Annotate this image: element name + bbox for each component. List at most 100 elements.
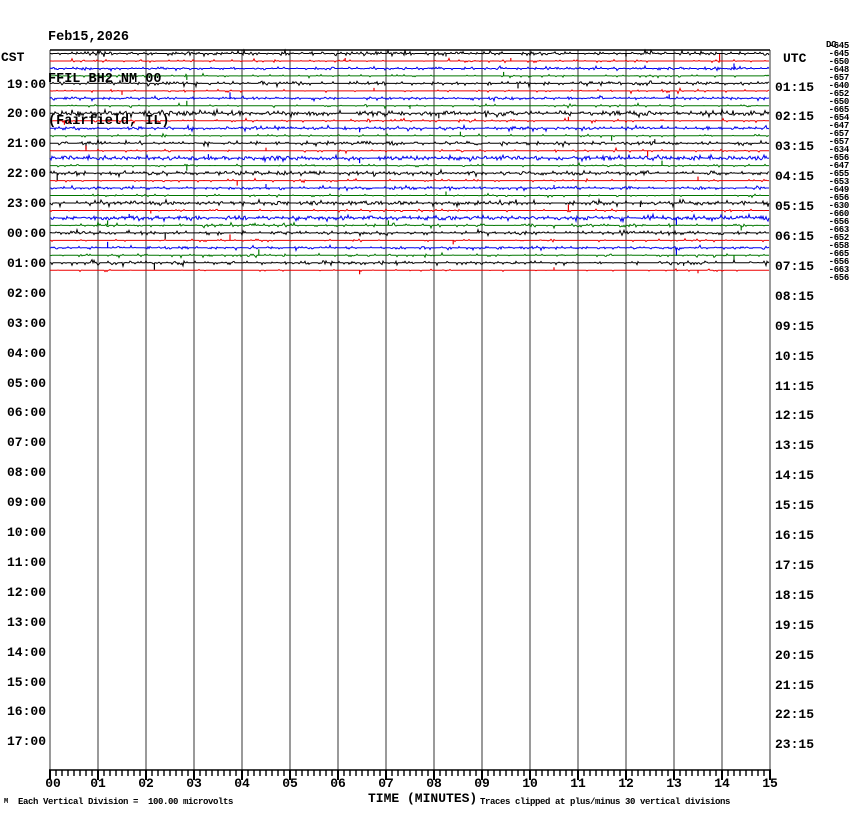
- seismo-trace-2215-red: [49, 177, 769, 184]
- left-time-label: 03:00: [6, 315, 46, 331]
- left-time-label: 22:00: [6, 166, 46, 182]
- left-time-label: 01:00: [6, 255, 46, 271]
- dc-offset-value: -652: [828, 233, 850, 243]
- seismo-trace-2245-green: [49, 192, 769, 199]
- dc-offset-value: -649: [828, 185, 850, 195]
- left-time-label: 10:00: [6, 525, 46, 540]
- dc-offset-value: -657: [828, 129, 850, 139]
- left-time-label: 05:00: [6, 375, 46, 391]
- seismo-trace-1815-red: [49, 57, 769, 64]
- x-axis-tick-label: 09: [474, 776, 490, 791]
- right-time-label: 18:15: [775, 587, 815, 603]
- dc-offset-value: -656: [828, 217, 850, 227]
- right-time-label: 08:15: [775, 288, 815, 304]
- left-time-label: 21:00: [6, 136, 46, 152]
- left-axis-label: CST: [1, 50, 25, 65]
- dc-offset-value: -650: [828, 57, 850, 67]
- dc-offset-value: -648: [828, 65, 850, 75]
- dc-offset-value: -634: [828, 145, 850, 155]
- left-time-label: 09:00: [6, 495, 46, 511]
- right-time-label: 23:15: [775, 737, 815, 753]
- right-time-label: 06:15: [775, 229, 815, 244]
- seismo-trace-2300-black: [49, 197, 770, 209]
- left-time-label: 14:00: [6, 644, 46, 660]
- seismo-trace-2330-blue: [49, 212, 770, 224]
- x-axis-tick-label: 03: [186, 776, 202, 791]
- left-time-label: 08:00: [6, 465, 46, 481]
- vertical-division-note: Each Vertical Division = 100.00 microvol…: [18, 797, 234, 807]
- seismo-trace-2115-red: [49, 146, 769, 155]
- dc-offset-value: -658: [828, 241, 850, 251]
- right-time-label: 17:15: [775, 557, 815, 573]
- seismo-trace-0045-green: [49, 251, 769, 259]
- dc-offset-value: -653: [828, 177, 850, 187]
- right-axis-label: UTC: [783, 51, 807, 66]
- x-axis-tick-label: 01: [90, 776, 106, 791]
- dc-offset-value: -656: [828, 193, 850, 203]
- dc-offset-value: -657: [828, 137, 850, 147]
- x-axis-tick-label: 07: [378, 776, 394, 791]
- right-time-label: 13:15: [775, 438, 815, 454]
- left-time-label: 02:00: [6, 285, 46, 301]
- header-station-location: (Fairfield, IL): [48, 114, 170, 129]
- dc-offset-value: -647: [828, 121, 850, 131]
- seismo-trace-2030-blue: [49, 123, 770, 133]
- header-station-code: FFIL BH2 NM 00: [48, 72, 162, 87]
- left-time-label: 20:00: [6, 106, 46, 122]
- dc-offset-value: -663: [828, 265, 850, 275]
- left-time-label: 13:00: [6, 614, 46, 630]
- x-axis-tick-label: 05: [282, 776, 298, 791]
- seismo-trace-2315-red: [49, 208, 769, 213]
- right-time-label: 22:15: [775, 707, 815, 723]
- clipping-note: Traces clipped at plus/minus 30 vertical…: [480, 797, 731, 807]
- seismo-trace-1900-black: [50, 79, 770, 89]
- left-time-label: 19:00: [6, 76, 46, 92]
- left-time-label: 04:00: [6, 345, 46, 361]
- left-time-label: 17:00: [6, 734, 46, 750]
- right-time-label: 21:15: [775, 677, 815, 693]
- header-block: Feb15,2026 FFIL BH2 NM 00 (Fairfield, IL…: [48, 3, 170, 157]
- seismo-trace-0115-red: [49, 267, 769, 273]
- dc-offset-value: -645: [828, 49, 850, 59]
- dc-offset-value: -656: [828, 257, 850, 267]
- right-time-label: 11:15: [775, 378, 815, 394]
- seismo-trace-0015-red: [49, 237, 769, 243]
- seismo-trace-2000-black: [50, 107, 770, 120]
- dc-offset-value: -655: [828, 169, 850, 179]
- dc-offset-value: -665: [828, 105, 850, 115]
- right-time-label: 16:15: [775, 528, 815, 543]
- seismo-trace-2130-blue: [49, 153, 770, 164]
- left-time-label: 23:00: [6, 196, 46, 212]
- seismo-trace-1800-black: [50, 48, 770, 58]
- x-axis-title: TIME (MINUTES): [368, 791, 478, 806]
- right-time-label: 03:15: [775, 139, 815, 155]
- seismo-trace-1845-green: [49, 72, 770, 79]
- dc-offset-value: -665: [828, 249, 850, 259]
- dc-offset-value: -657: [828, 73, 850, 83]
- seismo-trace-0100-black: [50, 258, 770, 269]
- dc-offset-value: -645: [828, 41, 850, 51]
- seismo-trace-2015-red: [49, 117, 769, 125]
- seismo-trace-1915-red: [49, 87, 770, 95]
- right-time-label: 01:15: [775, 79, 815, 95]
- left-time-label: 15:00: [6, 674, 46, 690]
- seismo-trace-2200-black: [49, 168, 770, 179]
- dc-offset-value: -652: [828, 89, 850, 99]
- x-axis-tick-label: 14: [714, 776, 730, 791]
- x-axis-tick-label: 12: [618, 776, 634, 791]
- seismo-trace-2145-green: [49, 162, 769, 168]
- right-time-label: 05:15: [775, 199, 815, 215]
- dc-offset-value: -630: [828, 201, 850, 211]
- seismo-trace-1830-blue: [49, 64, 770, 73]
- right-time-label: 04:15: [775, 169, 815, 185]
- right-time-label: 20:15: [775, 647, 815, 663]
- x-axis-tick-label: 08: [426, 776, 442, 791]
- dc-offset-value: -656: [828, 273, 850, 283]
- left-time-label: 07:00: [6, 435, 46, 451]
- right-time-label: 09:15: [775, 318, 815, 334]
- left-time-label: 06:00: [6, 405, 46, 421]
- x-axis-tick-label: 11: [570, 776, 586, 791]
- header-date: Feb15,2026: [48, 30, 130, 45]
- dc-offset-value: -647: [828, 161, 850, 171]
